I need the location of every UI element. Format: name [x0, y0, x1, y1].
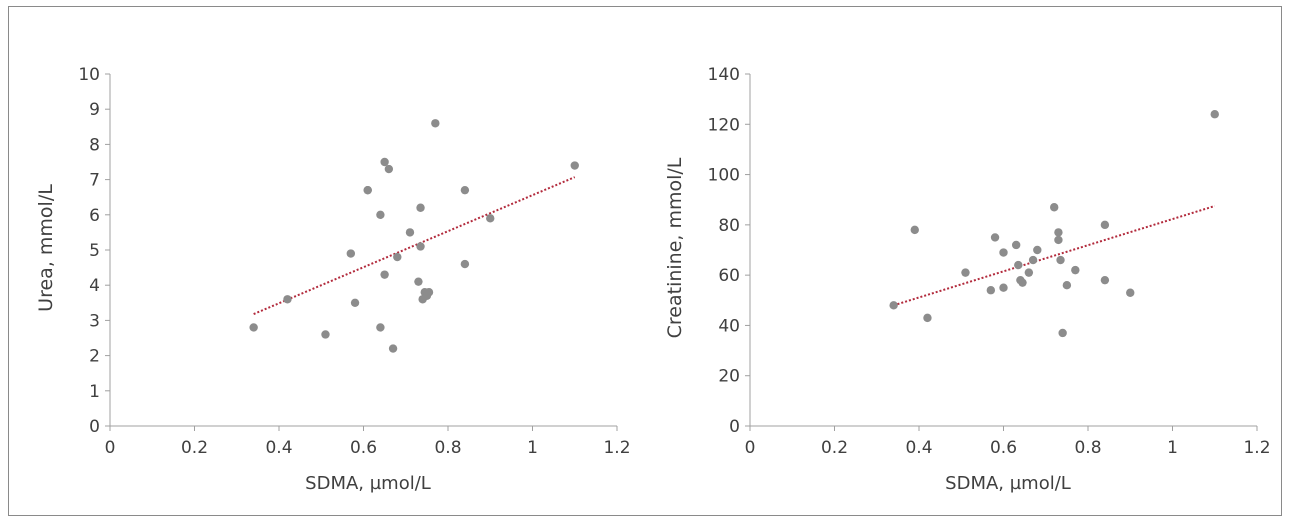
- x-tick-label: 0.6: [990, 438, 1017, 458]
- x-tick-label: 0: [105, 438, 116, 458]
- data-point: [1062, 281, 1072, 290]
- data-point: [1033, 245, 1042, 255]
- y-tick-label: 4: [89, 276, 100, 296]
- x-tick-label: 0.4: [265, 438, 292, 458]
- x-tick-label: 1: [1167, 438, 1178, 458]
- y-tick-label: 0: [729, 417, 740, 437]
- x-tick-label: 0.8: [434, 438, 461, 458]
- data-point: [363, 185, 372, 195]
- data-point: [431, 119, 440, 128]
- data-point: [416, 203, 425, 212]
- data-point: [460, 185, 470, 195]
- x-axis-label: SDMA, µmol/L: [305, 473, 431, 494]
- data-point: [1028, 255, 1038, 265]
- y-tick-label: 80: [718, 216, 740, 236]
- data-point: [1210, 110, 1219, 119]
- data-point: [460, 259, 470, 269]
- x-tick-label: 1.2: [603, 438, 630, 458]
- data-point: [910, 225, 919, 235]
- data-point: [986, 286, 996, 295]
- data-point: [999, 248, 1008, 257]
- data-point: [346, 249, 356, 258]
- x-tick-label: 0: [745, 438, 756, 458]
- data-point: [486, 214, 495, 223]
- data-point: [1100, 220, 1110, 230]
- figure-frame: [8, 6, 1282, 516]
- creatinine-scatter-chart: SDMA, µmol/L Creatinine, mmol/L 0 20 40 60 8…: [664, 65, 1271, 494]
- data-point: [961, 268, 970, 277]
- y-tick-label: 3: [89, 311, 100, 331]
- data-point: [416, 242, 425, 251]
- y-tick-label: 1: [89, 382, 100, 402]
- y-axis-label: Creatinine, mmol/L: [664, 157, 686, 338]
- x-tick-label: 1: [527, 438, 538, 458]
- data-point: [384, 164, 394, 174]
- data-point: [999, 283, 1008, 292]
- data-point: [321, 330, 330, 339]
- y-tick-label: 40: [718, 316, 740, 336]
- x-tick-label: 0.4: [905, 438, 932, 458]
- data-point: [1024, 268, 1034, 277]
- data-point: [990, 233, 1000, 242]
- data-point: [1014, 260, 1023, 270]
- data-point: [1100, 275, 1110, 285]
- y-tick-label: 20: [718, 367, 740, 387]
- data-point: [380, 270, 389, 279]
- trendline: [253, 176, 576, 315]
- urea-scatter-chart: SDMA, µmol/L Urea, mmol/L 0 1 2 3 4 5 6 7 8 9 10 0 0…: [35, 65, 631, 494]
- data-point: [376, 210, 385, 219]
- data-point: [1054, 235, 1063, 245]
- data-point: [1011, 240, 1021, 250]
- y-tick-label: 0: [89, 417, 100, 437]
- data-point: [1071, 265, 1080, 275]
- x-axis-label: SDMA, µmol/L: [945, 473, 1071, 494]
- data-point: [388, 344, 398, 353]
- y-tick-label: 5: [89, 241, 100, 261]
- y-tick-label: 9: [89, 100, 100, 120]
- data-point: [1054, 228, 1063, 237]
- x-tick-label: 0.8: [1074, 438, 1101, 458]
- data-point: [350, 298, 360, 307]
- y-axis-label: Urea, mmol/L: [35, 184, 57, 312]
- data-point: [889, 301, 898, 310]
- data-point: [283, 295, 292, 304]
- data-point: [393, 252, 402, 262]
- x-tick-label: 0.2: [821, 438, 848, 458]
- y-tick-label: 2: [89, 347, 100, 367]
- data-point: [376, 323, 385, 332]
- x-tick-label: 1.2: [1243, 438, 1270, 458]
- data-point: [1050, 203, 1059, 212]
- x-tick-label: 0.6: [350, 438, 377, 458]
- y-tick-label: 100: [708, 166, 740, 186]
- x-tick-label: 0.2: [181, 438, 208, 458]
- data-point: [1126, 288, 1135, 297]
- y-tick-label: 7: [89, 171, 100, 191]
- trendline: [893, 205, 1216, 307]
- data-point: [1018, 278, 1027, 287]
- data-point: [405, 228, 415, 237]
- y-tick-label: 120: [708, 115, 740, 135]
- data-point: [570, 161, 579, 170]
- y-tick-label: 60: [718, 266, 740, 286]
- y-tick-label: 8: [89, 135, 100, 155]
- data-point: [424, 288, 434, 297]
- y-tick-label: 10: [78, 65, 100, 85]
- data-point: [249, 323, 258, 332]
- data-point: [1056, 255, 1065, 265]
- data-point: [923, 313, 932, 323]
- y-tick-label: 6: [89, 206, 100, 226]
- data-point: [1058, 328, 1067, 338]
- y-tick-label: 140: [708, 65, 740, 85]
- data-point: [414, 277, 423, 286]
- data-point: [380, 157, 389, 167]
